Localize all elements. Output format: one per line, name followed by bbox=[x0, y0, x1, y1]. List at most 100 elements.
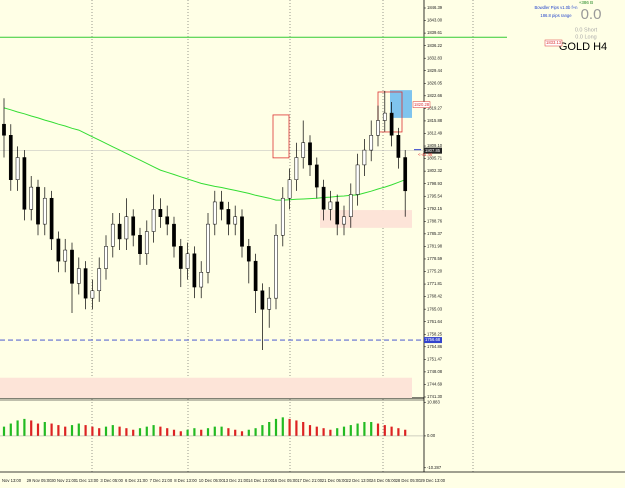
y-tick-label: 1819.27 bbox=[427, 105, 443, 110]
y-tick-label: 1765.03 bbox=[427, 306, 443, 311]
y-tick-label: 1826.05 bbox=[427, 80, 443, 85]
candle-body bbox=[165, 216, 170, 225]
candle-body bbox=[355, 164, 360, 195]
candle-body bbox=[8, 135, 13, 180]
label-box bbox=[544, 39, 563, 47]
x-tick-label: 17 Dec 21:00 bbox=[297, 478, 323, 483]
candle-body bbox=[29, 186, 34, 210]
candle-body bbox=[110, 223, 115, 247]
target-label: 1820.28 bbox=[414, 102, 430, 107]
y-tick-label: 1748.08 bbox=[427, 369, 443, 374]
candle-body bbox=[178, 246, 183, 269]
y-tick-label: 1846.39 bbox=[427, 5, 443, 10]
y-tick-label: 1778.59 bbox=[427, 256, 443, 261]
candle-body bbox=[49, 197, 54, 240]
x-tick-label: 29 Nov 05:00 bbox=[27, 478, 53, 483]
x-tick-label: 28 Dec 05:00 bbox=[396, 478, 422, 483]
candle-body bbox=[151, 209, 156, 232]
candle-body bbox=[63, 249, 68, 262]
candle-body bbox=[342, 216, 346, 225]
candle-body bbox=[90, 290, 95, 299]
y-tick-label: 1792.15 bbox=[427, 206, 443, 211]
candle-body bbox=[226, 209, 231, 225]
candle-body bbox=[199, 272, 204, 288]
candle-body bbox=[362, 149, 367, 166]
zone bbox=[0, 377, 412, 398]
x-tick-label: 8 Dec 13:00 bbox=[174, 478, 197, 483]
candle-body bbox=[396, 135, 401, 158]
y-tick-label: 1771.81 bbox=[427, 281, 443, 286]
candle-body bbox=[321, 186, 326, 210]
candle-body bbox=[192, 253, 197, 288]
osc-tick-label: 0.00 bbox=[427, 433, 436, 438]
candle-body bbox=[328, 201, 333, 210]
y-tick-label: 1839.61 bbox=[427, 30, 443, 35]
candle-body bbox=[280, 197, 285, 236]
candle-body bbox=[36, 186, 40, 225]
candle-body bbox=[219, 201, 224, 210]
price-tag bbox=[424, 147, 442, 154]
candle-body bbox=[2, 123, 6, 136]
candle-body bbox=[314, 164, 319, 188]
x-tick-label: 6 Dec 21:00 bbox=[125, 478, 148, 483]
osc-tick-label: -10.287 bbox=[427, 465, 442, 470]
x-tick-label: 30 Nov 21:00 bbox=[51, 478, 77, 483]
x-tick-label: 13 Dec 21:00 bbox=[223, 478, 249, 483]
y-tick-label: 1829.44 bbox=[427, 68, 443, 73]
short: 0.0 Short bbox=[575, 27, 598, 33]
total: 0.0 bbox=[581, 6, 602, 23]
candle-body bbox=[144, 231, 149, 254]
range: 186.8 pips range bbox=[540, 13, 572, 18]
candle-body bbox=[131, 216, 136, 236]
y-tick-label: 1832.83 bbox=[427, 55, 443, 60]
x-tick-label: 24 Dec 05:00 bbox=[371, 478, 397, 483]
x-tick-label: 10 Dec 05:00 bbox=[199, 478, 225, 483]
candle-body bbox=[301, 142, 306, 158]
candle-body bbox=[185, 253, 190, 269]
candle-body bbox=[206, 223, 210, 273]
candle-body bbox=[287, 179, 292, 199]
candle-body bbox=[117, 223, 122, 240]
candle-body bbox=[97, 268, 102, 292]
candle-body bbox=[76, 268, 81, 284]
price-tag-label: 1756.68 bbox=[425, 337, 441, 342]
y-tick-label: 1795.54 bbox=[427, 193, 443, 198]
y-tick-label: 1754.86 bbox=[427, 344, 443, 349]
candle-body bbox=[274, 234, 278, 299]
candle-body bbox=[42, 197, 47, 225]
candle-body bbox=[158, 209, 163, 217]
candle-body bbox=[335, 201, 340, 225]
candle-body bbox=[124, 216, 129, 240]
y-tick-label: 1768.42 bbox=[427, 294, 443, 299]
x-tick-label: 14 Dec 13:00 bbox=[248, 478, 274, 483]
candle-body bbox=[83, 268, 88, 299]
candle-body bbox=[104, 246, 108, 269]
candle-body bbox=[212, 201, 217, 225]
blue-box bbox=[390, 90, 412, 118]
candle-body bbox=[294, 157, 299, 180]
candle-body bbox=[382, 112, 387, 121]
y-tick-label: 1781.98 bbox=[427, 244, 443, 249]
y-tick-label: 1751.47 bbox=[427, 356, 443, 361]
candle-body bbox=[403, 157, 408, 192]
version: Bowdler Pips v1.0b f+n bbox=[535, 5, 579, 10]
x-tick-label: 1 Dec 13:00 bbox=[76, 478, 99, 483]
y-tick-label: 1805.71 bbox=[427, 156, 443, 161]
candle-body bbox=[172, 223, 176, 247]
x-tick-label: 22 Dec 13:00 bbox=[346, 478, 372, 483]
candle-body bbox=[260, 290, 265, 310]
candle-body bbox=[138, 234, 142, 254]
x-tick-label: 3 Dec 05:00 bbox=[100, 478, 123, 483]
candle-body bbox=[267, 297, 272, 310]
candle-body bbox=[246, 246, 251, 262]
osc-tick-label: 10.883 bbox=[427, 399, 440, 404]
long: 0.0 Long bbox=[575, 34, 596, 40]
candle-body bbox=[369, 135, 374, 151]
y-tick-label: 1822.66 bbox=[427, 93, 443, 98]
candle-body bbox=[56, 238, 61, 262]
x-tick-label: 29 Dec 13:00 bbox=[420, 478, 446, 483]
x-tick-label: 16 Dec 05:00 bbox=[273, 478, 299, 483]
red-box bbox=[272, 114, 290, 159]
candle-body bbox=[348, 194, 353, 217]
candle-body bbox=[308, 142, 312, 166]
